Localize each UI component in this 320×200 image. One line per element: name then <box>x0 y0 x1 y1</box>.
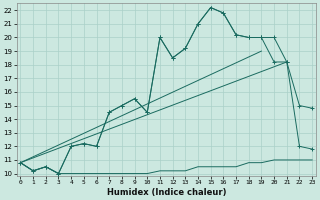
X-axis label: Humidex (Indice chaleur): Humidex (Indice chaleur) <box>107 188 226 197</box>
